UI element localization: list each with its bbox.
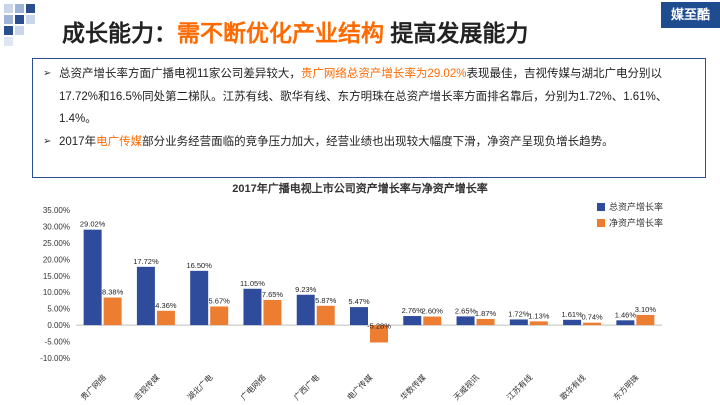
bar [190,270,209,326]
bar [83,229,102,326]
summary-bullet-1: ➢ 总资产增长率方面广播电视11家公司差异较大，贵广网络总资产增长率为29.02… [43,63,697,131]
bullet-1-part-a: 总资产增长率方面广播电视11家公司差异较大， [59,68,301,80]
data-label: 2.65% [455,306,477,315]
y-tick-label: -10.00% [40,354,70,363]
data-label: -5.28% [367,321,391,330]
bar [509,319,528,326]
growth-rate-bar-chart: 2017年广播电视上市公司资产增长率与净资产增长率 35.00% 30.00% 25… [40,181,663,402]
y-tick-label: 0.00% [47,321,70,330]
bullet-2-part-c: 部分业务经营面临的竞争压力加大，经营业绩也出现较大幅度下滑，净资产呈现负增长趋势… [142,135,614,148]
decorative-squares-icon [4,4,35,46]
bullet-arrow-icon: ➢ [43,68,52,79]
bar [529,321,548,326]
data-label: 3.10% [635,305,657,314]
bar [583,322,602,326]
bullet-text: 2017年电广传媒部分业务经营面临的竞争压力加大，经营业绩也出现较大幅度下滑，净… [59,131,697,154]
bar [563,319,582,326]
bar [636,314,655,326]
bullet-2-highlight: 电广传媒 [96,135,143,148]
x-tick-label: 贵广网络 [78,372,108,402]
x-tick-label: 华数传媒 [398,372,428,402]
bar [476,318,495,326]
chart-title: 2017年广播电视上市公司资产增长率与净资产增长率 [232,181,487,195]
bar [350,307,368,326]
bar [456,316,475,326]
y-tick-label: 20.00% [43,255,70,264]
data-label: 1.13% [528,311,550,320]
data-label: 2.76% [402,306,424,315]
data-label: 1.46% [615,310,637,319]
data-label: 5.47% [348,297,370,306]
bar [403,316,422,326]
title-highlight: 需不断优化产业结构 [177,20,384,46]
x-tick-label: 湖北广电 [185,372,215,402]
data-label: 8.38% [102,288,124,297]
data-label: 17.72% [133,257,159,266]
data-label: 1.72% [508,309,530,318]
y-tick-label: 5.00% [47,305,70,314]
bullet-text: 总资产增长率方面广播电视11家公司差异较大，贵广网络总资产增长率为29.02%表… [59,63,697,131]
page-title: 成长能力：需不断优化产业结构 提高发展能力 [62,14,528,48]
y-tick-label: 10.00% [43,288,70,297]
y-axis: 35.00% 30.00% 25.00% 20.00% 15.00% 10.00% 5.00… [40,206,662,363]
data-label: 1.61% [561,310,583,319]
summary-bullet-2: ➢ 2017年电广传媒部分业务经营面临的竞争压力加大，经营业绩也出现较大幅度下滑… [43,131,697,154]
bar [103,297,122,326]
legend-label: 净资产增长率 [609,217,663,228]
y-tick-label: 15.00% [43,272,70,281]
data-label: 9.23% [295,285,317,294]
bar [156,310,175,326]
bar [263,299,282,326]
bullet-1-highlight: 贵广网络总资产增长率为29.02% [300,68,467,80]
bar [616,320,635,326]
bar [423,316,442,326]
bar [370,325,388,343]
x-tick-label: 广电网络 [238,372,268,402]
x-tick-label: 江苏有线 [505,372,535,402]
x-tick-label: 广西广电 [291,372,321,402]
data-label: 4.36% [155,301,177,310]
y-tick-label: -5.00% [45,338,70,347]
x-tick-label: 天威视讯 [451,372,481,402]
data-label: 11.05% [240,279,265,288]
summary-box: ➢ 总资产增长率方面广播电视11家公司差异较大，贵广网络总资产增长率为29.02… [32,58,706,178]
x-tick-label: 东方明珠 [611,372,641,402]
y-tick-label: 35.00% [43,206,70,215]
bar [136,266,155,326]
bar [296,294,315,326]
x-tick-label: 吉视传媒 [132,372,162,402]
data-label: 7.65% [262,290,284,299]
bullet-1-part-c: 表现最佳，吉视传媒与湖北广电分别以17.72%和16.5%同处第二梯队。江苏有线… [59,68,668,125]
data-label: 5.67% [209,296,231,305]
data-label: 5.87% [315,296,337,305]
legend-label: 总资产增长率 [609,201,663,212]
brand-logo: 媒至酷 [660,2,720,28]
data-label: 29.02% [80,220,106,229]
bullet-arrow-icon: ➢ [43,135,52,147]
y-tick-label: 30.00% [43,222,70,231]
bars-group: 29.02% 8.38% 17.72% 4.36% 16.50% 5.67% 11.05% 7… [80,220,656,343]
title-suffix: 提高发展能力 [384,20,529,46]
legend-swatch [597,219,605,227]
data-label: 2.60% [422,307,444,316]
legend-swatch [597,203,605,211]
bar [316,305,335,326]
x-axis: 贵广网络 吉视传媒 湖北广电 广电网络 广西广电 电广传媒 华数传媒 天威视讯 江苏有线 歌华有线… [78,372,640,402]
x-tick-label: 歌华有线 [558,372,588,402]
bullet-2-part-a: 2017年 [59,135,97,148]
data-label: 0.74% [581,313,603,322]
data-label: 16.50% [186,261,212,270]
bar [210,306,229,326]
x-tick-label: 电广传媒 [345,372,375,402]
y-tick-label: 25.00% [43,239,70,248]
bar [243,288,262,326]
data-label: 1.87% [475,309,497,318]
title-prefix: 成长能力： [62,20,177,46]
